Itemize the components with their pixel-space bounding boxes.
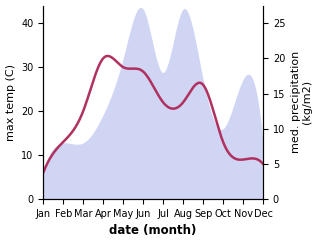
X-axis label: date (month): date (month) — [109, 225, 197, 237]
Y-axis label: med. precipitation
(kg/m2): med. precipitation (kg/m2) — [291, 51, 313, 154]
Y-axis label: max temp (C): max temp (C) — [5, 64, 16, 141]
